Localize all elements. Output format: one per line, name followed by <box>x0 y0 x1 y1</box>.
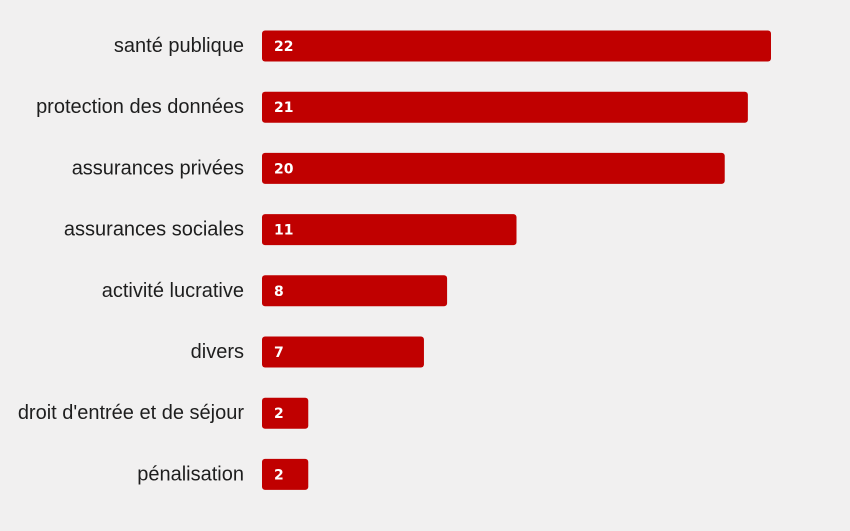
category-label: santé publique <box>114 35 244 57</box>
category-label: pénalisation <box>137 463 244 485</box>
category-label: divers <box>191 341 244 363</box>
bar <box>262 397 309 429</box>
bar-value-label: 7 <box>274 345 284 361</box>
bar <box>262 91 748 123</box>
category-label: assurances sociales <box>64 219 244 241</box>
bar <box>262 336 424 368</box>
bar-value-label: 21 <box>274 100 293 116</box>
bar-value-label: 2 <box>274 406 284 422</box>
bar-value-label: 20 <box>274 161 294 177</box>
bar <box>262 458 309 490</box>
bar <box>262 214 517 246</box>
bar-value-label: 22 <box>274 39 293 55</box>
bar <box>262 30 771 62</box>
bar-value-label: 11 <box>274 223 293 239</box>
bar-value-label: 8 <box>274 284 284 300</box>
bar <box>262 152 725 184</box>
bar-value-label: 2 <box>274 467 284 483</box>
category-label: assurances privées <box>72 157 244 179</box>
category-label: droit d'entrée et de séjour <box>18 402 245 424</box>
category-label: activité lucrative <box>102 280 244 302</box>
bar <box>262 275 448 307</box>
category-label: protection des données <box>36 96 244 118</box>
